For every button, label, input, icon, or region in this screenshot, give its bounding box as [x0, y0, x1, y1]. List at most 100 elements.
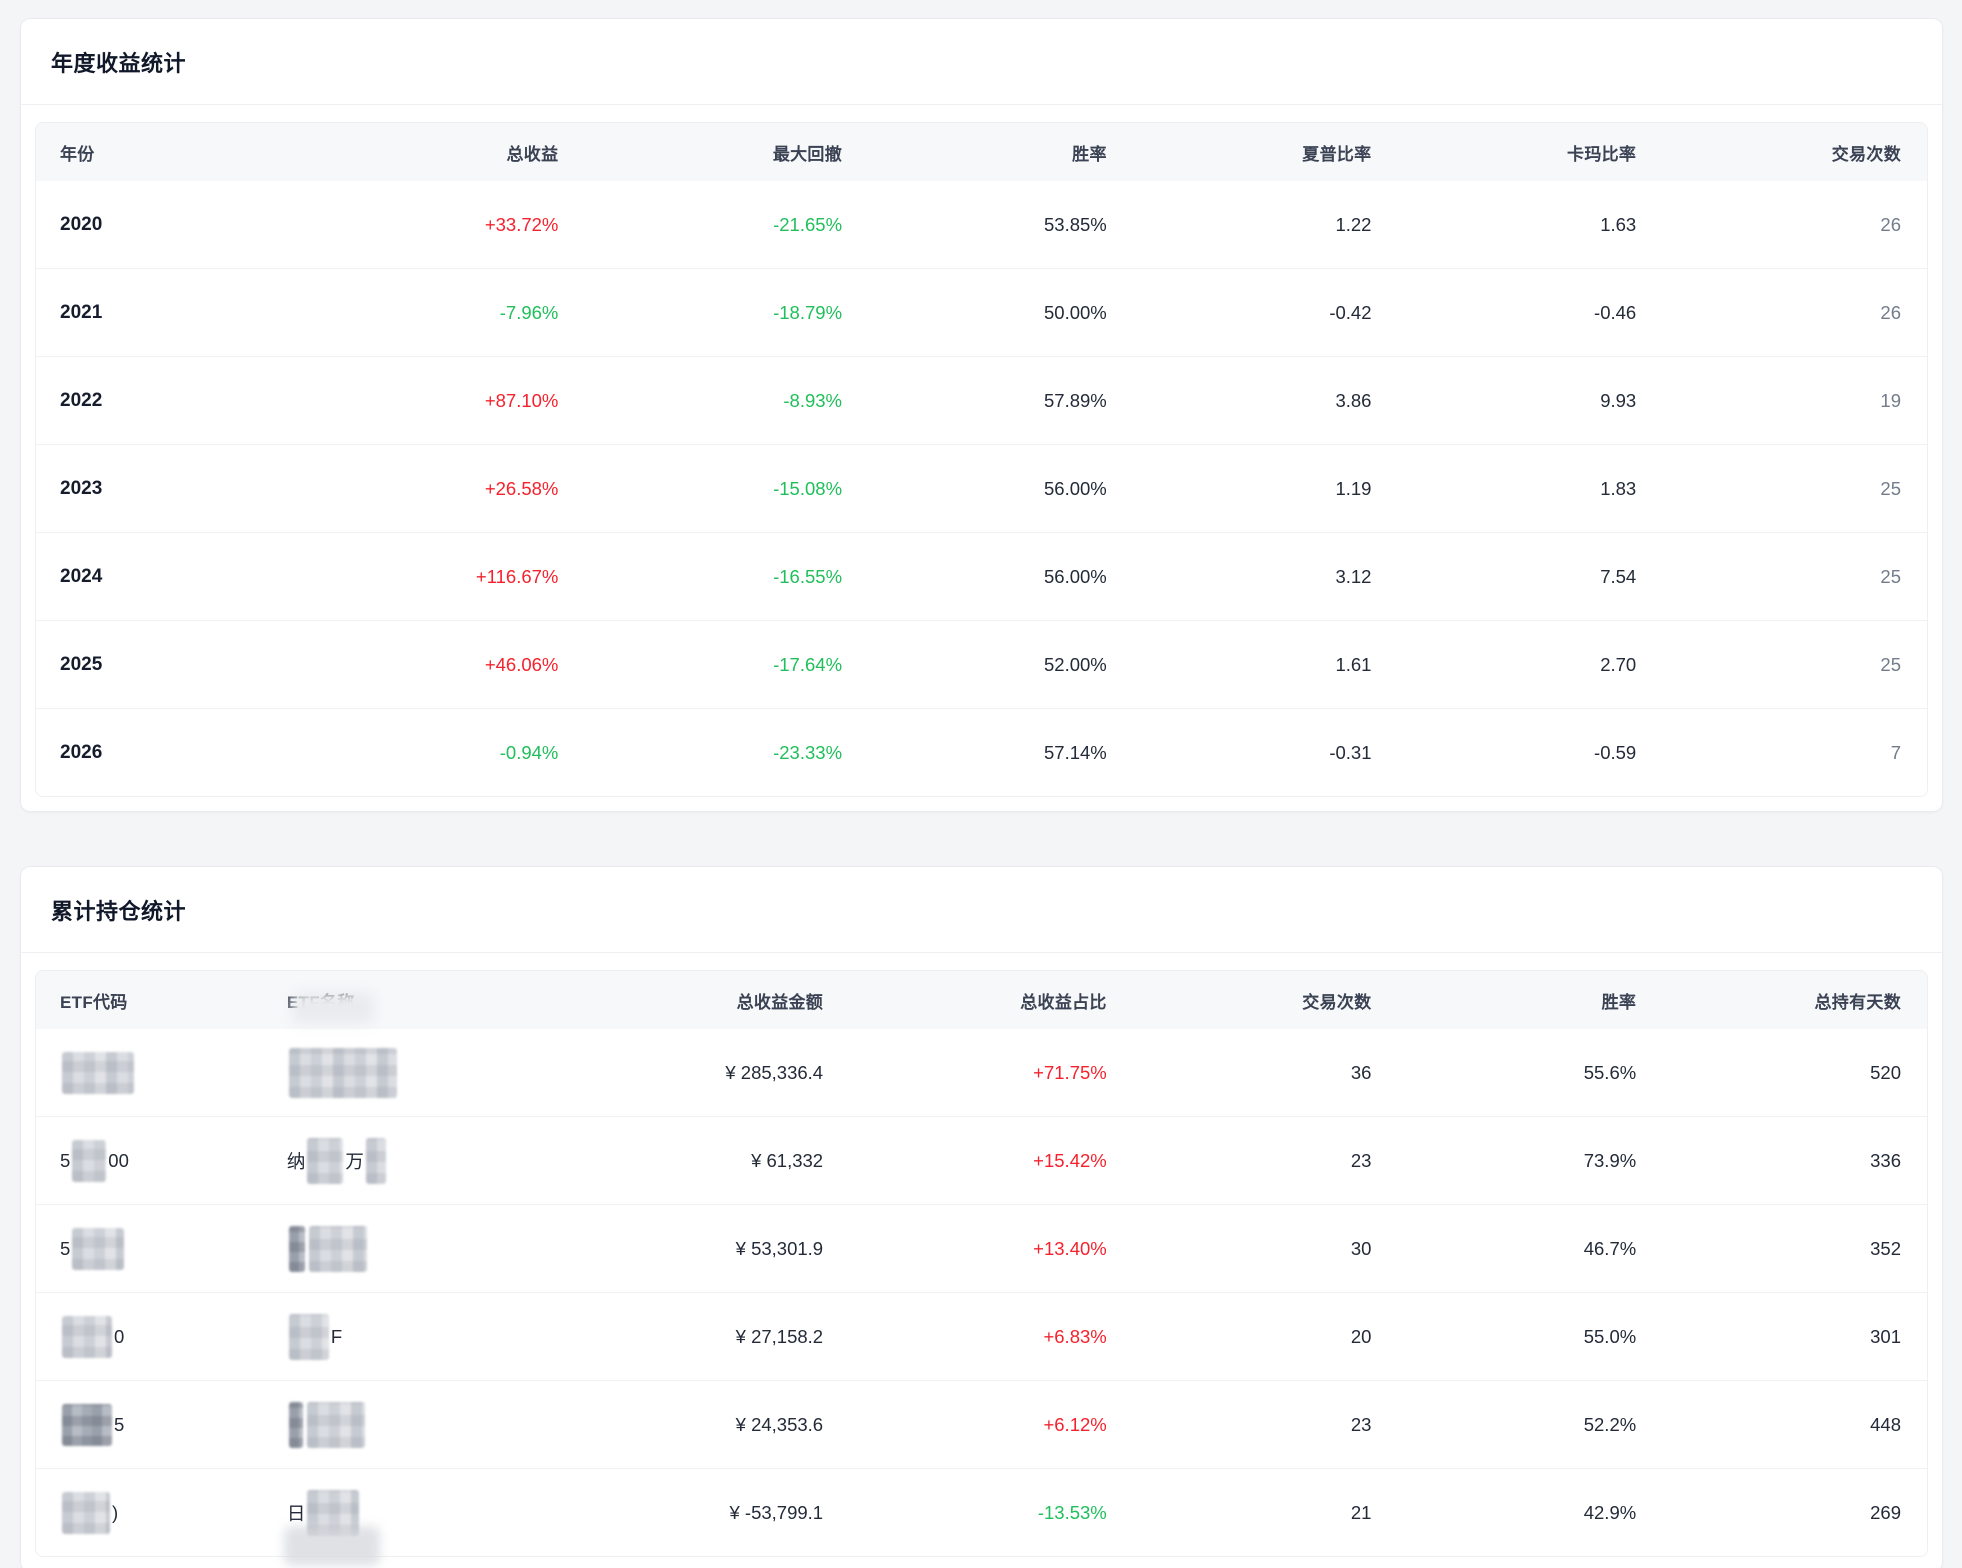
sharpe-cell: -0.31	[1132, 708, 1398, 796]
trade-count-cell: 26	[1662, 268, 1927, 357]
table-row: 5 ¥ 24,353.6 +6.12% 23 52.2% 448	[36, 1380, 1927, 1469]
max-drawdown-cell: -18.79%	[584, 268, 869, 357]
etf-code-cell	[36, 1029, 263, 1117]
column-header: 胜率	[1397, 971, 1663, 1029]
column-header: 胜率	[868, 123, 1133, 181]
year-cell: 2025	[36, 620, 282, 709]
year-cell: 2022	[36, 356, 282, 445]
win-rate-cell: 56.00%	[868, 444, 1133, 533]
return-pct-cell: +6.12%	[849, 1380, 1133, 1469]
annual-returns-table: 年份 总收益 最大回撤 胜率 夏普比率 卡玛比率 交易次数 2020 +33.72% -21.6…	[36, 123, 1927, 796]
censored-text-fragment: 00	[108, 1149, 129, 1171]
win-rate-cell: 55.6%	[1397, 1029, 1663, 1117]
annual-returns-card: 年度收益统计 年份 总收益 最大回撤 胜率 夏普比率 卡玛比率 交易次数 2020 +33.7…	[20, 18, 1943, 812]
etf-code-cell: 5 00	[36, 1116, 263, 1205]
etf-code-cell: 0	[36, 1292, 263, 1381]
table-row: 5 ¥ 53,301.9 +13.40% 30 46.7% 352	[36, 1204, 1927, 1293]
censor-mosaic	[288, 1047, 397, 1098]
sharpe-cell: 1.19	[1132, 444, 1398, 533]
sharpe-cell: 3.12	[1132, 532, 1398, 621]
year-cell: 2020	[36, 181, 282, 269]
censored-text-fragment: )	[112, 1501, 119, 1523]
total-amount-cell: ¥ 53,301.9	[546, 1204, 850, 1293]
year-cell: 2023	[36, 444, 282, 533]
total-return-cell: +33.72%	[281, 181, 585, 269]
etf-name-cell: 日	[262, 1468, 547, 1556]
censor-mosaic	[72, 1227, 125, 1270]
header-row: ETF代码 ETF名称 总收益金额 总收益占比 交易次数 胜率 总持有天数	[36, 971, 1927, 1029]
max-drawdown-cell: -15.08%	[584, 444, 869, 533]
column-header: 总收益	[281, 123, 585, 181]
return-pct-cell: +15.42%	[849, 1116, 1133, 1205]
column-header: ETF代码	[36, 971, 263, 1029]
total-amount-cell: ¥ 61,332	[546, 1116, 850, 1205]
win-rate-cell: 57.14%	[868, 708, 1133, 796]
annual-returns-table-head: 年份 总收益 最大回撤 胜率 夏普比率 卡玛比率 交易次数	[36, 123, 1927, 181]
trade-count-cell: 26	[1662, 181, 1927, 269]
return-pct-cell: +6.83%	[849, 1292, 1133, 1381]
holdings-table-head: ETF代码 ETF名称 总收益金额 总收益占比 交易次数 胜率 总持有天数	[36, 971, 1927, 1029]
header-row: 年份 总收益 最大回撤 胜率 夏普比率 卡玛比率 交易次数	[36, 123, 1927, 181]
total-return-cell: -7.96%	[281, 268, 585, 357]
censor-mosaic	[72, 1139, 107, 1182]
etf-code-cell: 5	[36, 1204, 263, 1293]
censor-mosaic	[365, 1137, 386, 1184]
etf-name-cell	[262, 1029, 547, 1117]
sharpe-cell: 1.61	[1132, 620, 1398, 709]
holdings-table: ETF代码 ETF名称 总收益金额 总收益占比 交易次数 胜率 总持有天数 ¥ 285,33…	[36, 971, 1927, 1556]
holdings-table-body: ¥ 285,336.4 +71.75% 36 55.6% 520 5 00 纳万 ¥ 61,33…	[36, 1029, 1927, 1556]
win-rate-cell: 52.2%	[1397, 1380, 1663, 1469]
censored-text-fragment: 0	[114, 1325, 125, 1347]
holding-days-cell: 301	[1662, 1292, 1927, 1381]
win-rate-cell: 73.9%	[1397, 1116, 1663, 1205]
etf-code-cell: )	[36, 1468, 263, 1556]
holding-days-cell: 520	[1662, 1029, 1927, 1117]
calmar-cell: 2.70	[1397, 620, 1663, 709]
calmar-cell: 9.93	[1397, 356, 1663, 445]
trade-count-cell: 25	[1662, 444, 1927, 533]
trade-count-cell: 36	[1132, 1029, 1398, 1117]
holding-days-cell: 352	[1662, 1204, 1927, 1293]
trade-count-cell: 23	[1132, 1116, 1398, 1205]
year-cell: 2021	[36, 268, 282, 357]
annual-returns-table-wrap: 年份 总收益 最大回撤 胜率 夏普比率 卡玛比率 交易次数 2020 +33.72% -21.6…	[35, 122, 1928, 797]
win-rate-cell: 52.00%	[868, 620, 1133, 709]
trade-count-cell: 30	[1132, 1204, 1398, 1293]
sharpe-cell: 1.22	[1132, 181, 1398, 269]
censor-mosaic	[62, 1491, 110, 1534]
holding-days-cell: 269	[1662, 1468, 1927, 1556]
year-cell: 2024	[36, 532, 282, 621]
table-row: 2023 +26.58% -15.08% 56.00% 1.19 1.83 25	[36, 444, 1927, 533]
censor-mosaic	[62, 1315, 112, 1358]
column-header: 交易次数	[1662, 123, 1927, 181]
censor-mosaic	[288, 1313, 329, 1360]
censored-text-fragment: 纳	[286, 1150, 306, 1172]
table-row: ¥ 285,336.4 +71.75% 36 55.6% 520	[36, 1029, 1927, 1117]
censored-text-fragment: F	[330, 1325, 343, 1347]
max-drawdown-cell: -21.65%	[584, 181, 869, 269]
win-rate-cell: 55.0%	[1397, 1292, 1663, 1381]
censor-mosaic	[288, 1401, 303, 1448]
censored-text-fragment: 日	[286, 1502, 306, 1524]
win-rate-cell: 46.7%	[1397, 1204, 1663, 1293]
win-rate-cell: 56.00%	[868, 532, 1133, 621]
total-amount-cell: ¥ -53,799.1	[546, 1468, 850, 1556]
trade-count-cell: 25	[1662, 532, 1927, 621]
censor-mosaic	[62, 1051, 134, 1094]
total-return-cell: -0.94%	[281, 708, 585, 796]
column-header: 最大回撤	[584, 123, 869, 181]
holding-days-cell: 448	[1662, 1380, 1927, 1469]
etf-name-cell	[262, 1204, 547, 1293]
censored-text-fragment: 5	[60, 1237, 71, 1259]
annual-returns-title: 年度收益统计	[21, 19, 1942, 105]
censor-mosaic	[307, 1137, 344, 1184]
column-header: 夏普比率	[1132, 123, 1398, 181]
holdings-card: 累计持仓统计 ETF代码 ETF名称 总收益金额 总收益占比 交易次数 胜率 总持有天数 ¥…	[20, 866, 1943, 1568]
column-header: 年份	[36, 123, 282, 181]
column-header: 卡玛比率	[1397, 123, 1663, 181]
trade-count-cell: 21	[1132, 1468, 1398, 1556]
etf-code-cell: 5	[36, 1380, 263, 1469]
calmar-cell: -0.46	[1397, 268, 1663, 357]
holding-days-cell: 336	[1662, 1116, 1927, 1205]
total-return-cell: +116.67%	[281, 532, 585, 621]
